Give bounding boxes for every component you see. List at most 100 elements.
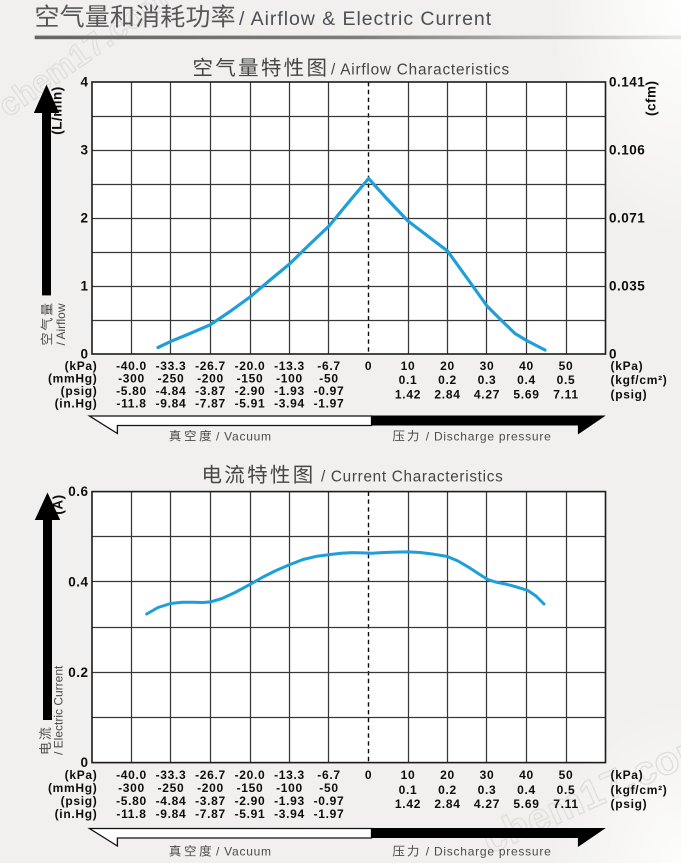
svg-text:0.1: 0.1 — [399, 373, 418, 387]
svg-text:-3.94: -3.94 — [274, 396, 305, 410]
svg-text:0: 0 — [80, 347, 88, 362]
svg-text:(psig): (psig) — [61, 384, 98, 398]
svg-text:0.035: 0.035 — [609, 279, 645, 294]
svg-text:5.69: 5.69 — [513, 797, 539, 811]
svg-text:0.6: 0.6 — [68, 484, 88, 499]
svg-text:0: 0 — [365, 359, 372, 373]
svg-text:-7.87: -7.87 — [195, 807, 226, 821]
svg-text:-5.80: -5.80 — [116, 794, 147, 808]
svg-text:(mmHg): (mmHg) — [48, 371, 98, 385]
svg-text:4.27: 4.27 — [474, 387, 500, 401]
svg-text:4: 4 — [80, 75, 88, 90]
svg-text:0.1: 0.1 — [399, 783, 418, 797]
svg-text:40: 40 — [519, 768, 534, 782]
svg-text:/ Airflow: / Airflow — [54, 303, 68, 345]
svg-text:1: 1 — [80, 279, 88, 294]
svg-text:-1.93: -1.93 — [274, 794, 305, 808]
svg-text:/ Vacuum: / Vacuum — [216, 845, 272, 859]
svg-text:/ Airflow Characteristics: / Airflow Characteristics — [331, 62, 510, 79]
svg-text:2.84: 2.84 — [434, 387, 460, 401]
svg-text:1.42: 1.42 — [395, 387, 421, 401]
svg-text:-7.87: -7.87 — [195, 396, 226, 410]
svg-text:(kPa): (kPa) — [611, 359, 644, 373]
svg-text:5.69: 5.69 — [513, 387, 539, 401]
svg-text:-3.87: -3.87 — [195, 384, 226, 398]
svg-text:0.141: 0.141 — [609, 75, 645, 90]
svg-text:(psig): (psig) — [61, 794, 98, 808]
svg-text:-6.7: -6.7 — [317, 768, 340, 782]
svg-text:0.2: 0.2 — [68, 665, 88, 680]
svg-text:4.27: 4.27 — [474, 797, 500, 811]
svg-text:-6.7: -6.7 — [317, 359, 340, 373]
svg-text:20: 20 — [440, 768, 455, 782]
svg-text:40: 40 — [519, 359, 534, 373]
svg-text:-0.97: -0.97 — [314, 794, 345, 808]
svg-text:7.11: 7.11 — [553, 387, 579, 401]
svg-text:-33.3: -33.3 — [156, 359, 187, 373]
svg-text:2: 2 — [80, 211, 88, 226]
svg-text:0.106: 0.106 — [609, 143, 645, 158]
svg-text:-100: -100 — [276, 371, 303, 385]
svg-text:0.5: 0.5 — [557, 783, 576, 797]
svg-text:-150: -150 — [237, 781, 264, 795]
svg-text:2.84: 2.84 — [434, 797, 460, 811]
svg-text:1.42: 1.42 — [395, 797, 421, 811]
svg-text:-250: -250 — [158, 781, 185, 795]
svg-text:7.11: 7.11 — [553, 797, 579, 811]
svg-text:/ Discharge pressure: / Discharge pressure — [426, 429, 552, 443]
svg-text:-3.87: -3.87 — [195, 794, 226, 808]
svg-text:(kPa): (kPa) — [65, 768, 98, 782]
svg-text:(kgf/cm²): (kgf/cm²) — [611, 373, 668, 387]
svg-text:10: 10 — [401, 768, 416, 782]
svg-text:(kPa): (kPa) — [611, 768, 644, 782]
svg-text:-200: -200 — [197, 371, 224, 385]
svg-text:/ Discharge pressure: / Discharge pressure — [426, 845, 552, 859]
svg-text:-2.90: -2.90 — [235, 384, 266, 398]
svg-text:-5.91: -5.91 — [235, 807, 266, 821]
svg-text:(kgf/cm²): (kgf/cm²) — [611, 783, 668, 797]
svg-text:-50: -50 — [319, 781, 338, 795]
svg-text:-26.7: -26.7 — [195, 768, 226, 782]
svg-text:0.4: 0.4 — [517, 783, 536, 797]
svg-text:-3.94: -3.94 — [274, 807, 305, 821]
svg-text:(mmHg): (mmHg) — [48, 781, 98, 795]
svg-text:50: 50 — [559, 768, 574, 782]
svg-text:/ Current Characteristics: / Current Characteristics — [321, 469, 503, 486]
svg-text:-9.84: -9.84 — [156, 396, 187, 410]
svg-text:0.2: 0.2 — [438, 783, 457, 797]
svg-text:0.4: 0.4 — [517, 373, 536, 387]
svg-text:-300: -300 — [118, 371, 145, 385]
svg-text:-13.3: -13.3 — [274, 359, 305, 373]
svg-text:-250: -250 — [158, 371, 185, 385]
svg-text:/ Electric Current: / Electric Current — [51, 665, 65, 755]
svg-text:-33.3: -33.3 — [156, 768, 187, 782]
svg-text:-5.80: -5.80 — [116, 384, 147, 398]
svg-text:0: 0 — [365, 768, 372, 782]
svg-text:-40.0: -40.0 — [116, 359, 147, 373]
svg-text:-0.97: -0.97 — [314, 384, 345, 398]
svg-text:-9.84: -9.84 — [156, 807, 187, 821]
svg-text:30: 30 — [480, 359, 495, 373]
svg-text:-1.93: -1.93 — [274, 384, 305, 398]
svg-text:10: 10 — [401, 359, 416, 373]
svg-text:-4.84: -4.84 — [156, 794, 187, 808]
svg-text:50: 50 — [559, 359, 574, 373]
svg-text:20: 20 — [440, 359, 455, 373]
svg-text:-2.90: -2.90 — [235, 794, 266, 808]
svg-text:-200: -200 — [197, 781, 224, 795]
svg-text:-40.0: -40.0 — [116, 768, 147, 782]
svg-text:0: 0 — [80, 755, 88, 770]
svg-text:(kPa): (kPa) — [65, 359, 98, 373]
svg-text:/ Airflow & Electric Current: / Airflow & Electric Current — [239, 8, 492, 30]
svg-text:0.2: 0.2 — [438, 373, 457, 387]
svg-text:0: 0 — [609, 347, 617, 362]
svg-text:/ Vacuum: / Vacuum — [216, 429, 272, 443]
svg-text:-13.3: -13.3 — [274, 768, 305, 782]
svg-text:-1.97: -1.97 — [314, 807, 345, 821]
svg-text:0.3: 0.3 — [478, 783, 497, 797]
svg-text:-300: -300 — [118, 781, 145, 795]
svg-text:-1.97: -1.97 — [314, 396, 345, 410]
svg-text:-4.84: -4.84 — [156, 384, 187, 398]
svg-text:-26.7: -26.7 — [195, 359, 226, 373]
svg-text:30: 30 — [480, 768, 495, 782]
